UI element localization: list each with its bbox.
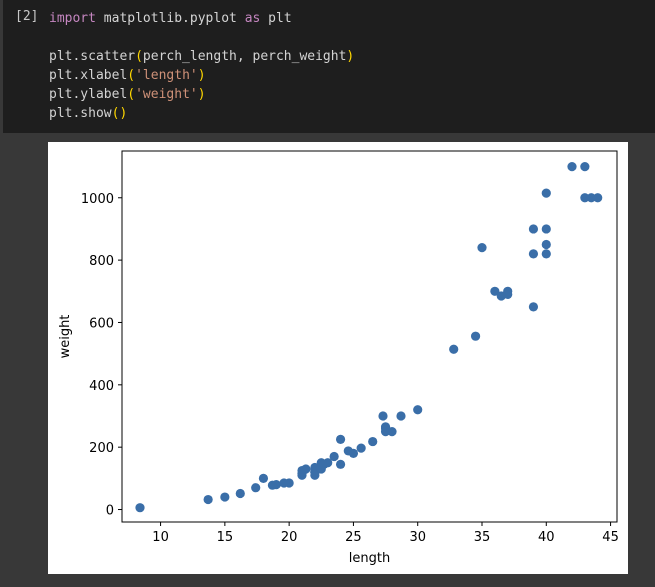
show-call: plt.show bbox=[49, 106, 112, 121]
scatter-point bbox=[541, 239, 551, 250]
scatter-point bbox=[301, 464, 311, 474]
x-tick-label: 25 bbox=[345, 530, 362, 545]
scatter-point bbox=[541, 224, 551, 234]
scatter-point bbox=[528, 302, 539, 312]
code-cell[interactable]: [2] import matplotlib.pyplot as plt plt.s… bbox=[3, 0, 655, 133]
scatter-point bbox=[387, 426, 397, 437]
plot-frame bbox=[121, 150, 618, 523]
code-editor[interactable]: import matplotlib.pyplot as plt plt.scatt… bbox=[49, 9, 354, 123]
code-line-xlabel: plt.xlabel('length') bbox=[49, 68, 206, 83]
scatter-point bbox=[220, 492, 230, 502]
scatter-point bbox=[310, 470, 320, 480]
code-line-ylabel: plt.ylabel('weight') bbox=[49, 87, 206, 102]
scatter-point bbox=[378, 411, 388, 421]
x-tick-label: 45 bbox=[602, 530, 619, 545]
code-line-scatter: plt.scatter(perch_length, perch_weight) bbox=[49, 49, 355, 64]
scatter-point bbox=[335, 434, 346, 444]
scatter-point bbox=[368, 436, 378, 447]
scatter-point bbox=[271, 479, 281, 490]
scatter-point bbox=[541, 188, 551, 198]
scatter-figure: 10 15 20 25 30 35 40 45 0 200 400 600 800 1000 length w… bbox=[48, 142, 628, 574]
scatter-chart: 10 15 20 25 30 35 40 45 0 200 400 600 800 1000 length w… bbox=[58, 150, 619, 566]
x-tick-label: 30 bbox=[409, 530, 426, 545]
code-line-show: plt.show() bbox=[49, 106, 128, 121]
y-tick-label: 0 bbox=[106, 504, 114, 519]
scatter-point bbox=[528, 224, 539, 234]
scatter-call: plt.scatter bbox=[49, 49, 136, 64]
scatter-point bbox=[580, 161, 590, 172]
x-tick-label: 10 bbox=[152, 530, 169, 545]
scatter-point bbox=[541, 249, 551, 259]
x-tick-label: 35 bbox=[474, 530, 491, 545]
scatter-point bbox=[567, 161, 577, 172]
scatter-point bbox=[329, 451, 339, 462]
scatter-point bbox=[323, 458, 333, 468]
scatter-point bbox=[449, 344, 459, 354]
scatter-point bbox=[258, 473, 269, 483]
y-tick-label: 800 bbox=[89, 254, 114, 269]
y-tick-label: 200 bbox=[89, 441, 114, 456]
ylabel-arg: 'weight' bbox=[135, 87, 198, 102]
ylabel-call: plt.ylabel bbox=[49, 87, 128, 102]
scatter-point bbox=[477, 243, 487, 253]
scatter-point bbox=[490, 286, 500, 296]
scatter-point bbox=[503, 289, 513, 300]
scatter-point bbox=[203, 494, 213, 505]
code-line-import: import matplotlib.pyplot as plt bbox=[49, 9, 354, 28]
import-module: matplotlib.pyplot bbox=[95, 11, 245, 26]
x-tick-label: 15 bbox=[217, 530, 234, 545]
scatter-point bbox=[348, 448, 359, 459]
x-tick-label: 40 bbox=[538, 530, 555, 545]
import-keyword: import bbox=[49, 11, 96, 26]
scatter-point bbox=[580, 193, 590, 203]
scatter-point bbox=[135, 503, 145, 513]
scatter-point bbox=[470, 331, 481, 341]
scatter-point bbox=[235, 488, 245, 499]
scatter-args: perch_length, perch_weight bbox=[142, 49, 347, 64]
scatter-point bbox=[528, 249, 539, 259]
scatter-point bbox=[413, 405, 423, 415]
y-axis-label: weight bbox=[58, 315, 73, 359]
x-axis-label: length bbox=[349, 551, 390, 566]
scatter-point bbox=[356, 443, 366, 453]
y-tick-label: 1000 bbox=[81, 192, 114, 207]
xlabel-call: plt.xlabel bbox=[49, 68, 128, 83]
scatter-point bbox=[593, 193, 603, 203]
import-alias: plt bbox=[260, 11, 292, 26]
y-tick-label: 600 bbox=[89, 316, 114, 331]
x-tick-label: 20 bbox=[281, 530, 298, 545]
scatter-point bbox=[380, 426, 391, 437]
code-line-blank bbox=[49, 28, 354, 47]
scatter-point bbox=[586, 193, 596, 203]
y-tick-label: 400 bbox=[89, 379, 114, 394]
scatter-point bbox=[251, 483, 261, 493]
xlabel-arg: 'length' bbox=[135, 68, 198, 83]
as-keyword: as bbox=[244, 11, 261, 26]
scatter-point bbox=[335, 459, 346, 469]
execution-count: [2] bbox=[15, 9, 39, 24]
scatter-point bbox=[284, 478, 294, 488]
scatter-point bbox=[396, 411, 406, 421]
